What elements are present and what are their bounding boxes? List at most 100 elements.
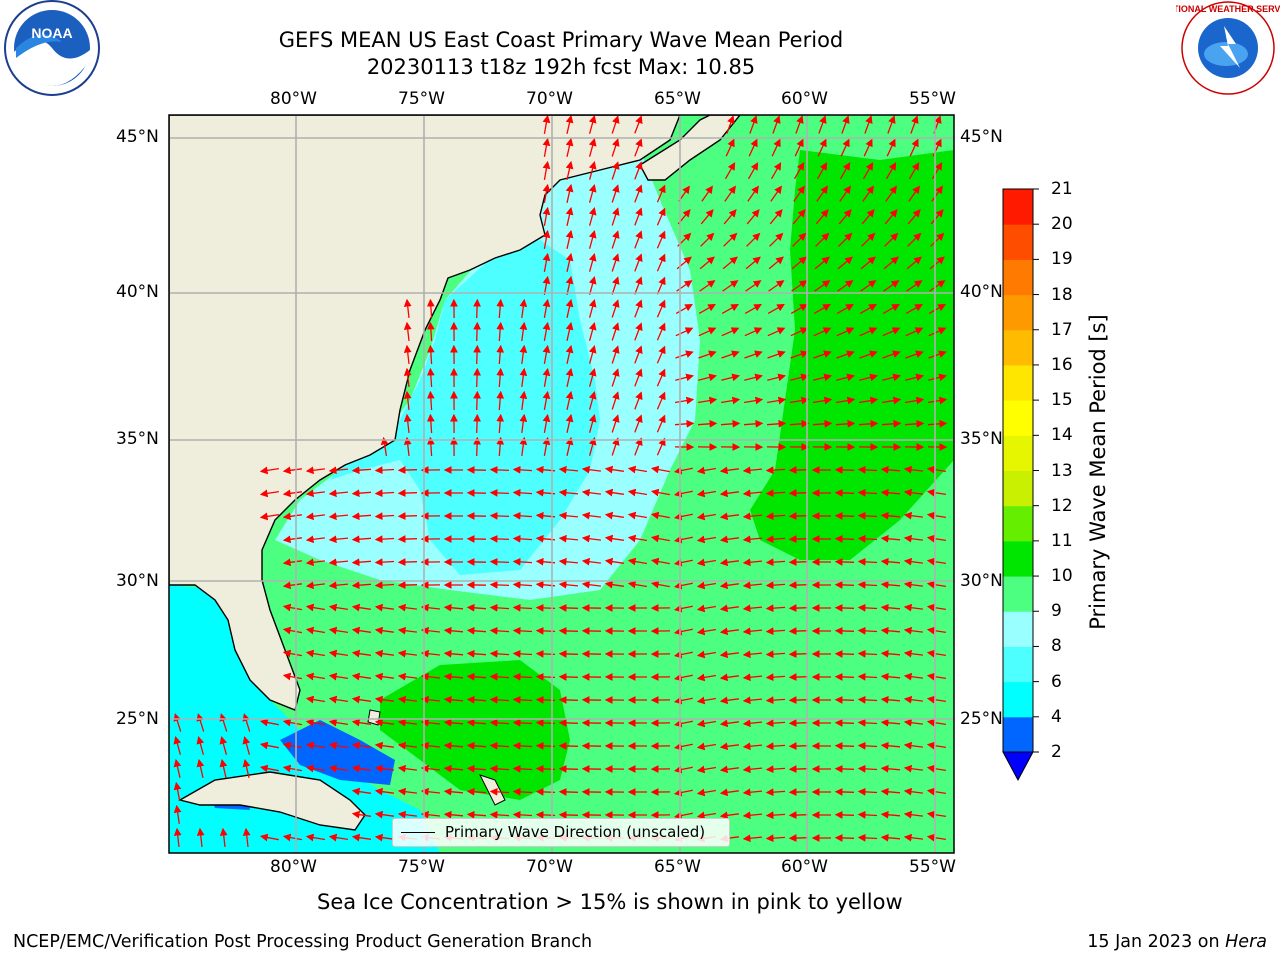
- lat-tick-left: 30°N: [116, 571, 159, 591]
- wave-direction-arrow: [519, 367, 528, 387]
- wave-direction-arrow: [305, 649, 326, 658]
- wave-direction-arrow: [588, 322, 597, 341]
- wave-direction-arrow: [656, 299, 666, 318]
- wave-direction-arrow: [857, 741, 878, 750]
- wave-direction-arrow: [721, 303, 739, 314]
- lon-tick-bottom: 55°W: [909, 857, 956, 877]
- wave-direction-arrow: [884, 209, 898, 225]
- wave-direction-arrow: [836, 350, 855, 359]
- wave-direction-arrow: [397, 512, 418, 520]
- wave-direction-arrow: [861, 232, 876, 247]
- wave-direction-arrow: [857, 626, 878, 635]
- wave-direction-arrow: [905, 350, 924, 359]
- wave-direction-arrow: [489, 465, 510, 474]
- wave-direction-arrow: [443, 603, 464, 612]
- wave-direction-arrow: [882, 350, 901, 359]
- wave-direction-arrow: [835, 419, 856, 428]
- lon-tick-top: 55°W: [909, 89, 956, 109]
- wave-direction-arrow: [611, 345, 620, 364]
- wave-direction-arrow: [512, 741, 533, 750]
- wave-direction-arrow: [374, 718, 394, 727]
- wave-direction-arrow: [719, 489, 739, 498]
- wave-direction-arrow: [813, 327, 832, 337]
- wave-direction-arrow: [542, 275, 551, 296]
- wave-direction-arrow: [196, 736, 205, 755]
- wave-direction-arrow: [374, 741, 394, 750]
- wave-direction-arrow: [604, 580, 624, 589]
- wave-direction-arrow: [859, 303, 877, 314]
- wave-direction-arrow: [927, 419, 948, 428]
- wave-direction-arrow: [443, 741, 464, 750]
- wave-direction-arrow: [880, 672, 901, 681]
- wave-direction-arrow: [328, 581, 349, 590]
- coastal-core-6-8s: [330, 240, 600, 575]
- wave-direction-arrow: [765, 673, 786, 682]
- wave-direction-arrow: [903, 764, 923, 773]
- wave-direction-arrow: [907, 209, 921, 225]
- wave-direction-arrow: [926, 810, 947, 819]
- wave-direction-arrow: [903, 833, 923, 842]
- wave-direction-arrow: [242, 736, 251, 755]
- colorbar-tick-label: 15: [1051, 390, 1073, 411]
- wave-direction-arrow: [720, 396, 741, 405]
- wave-direction-arrow: [887, 115, 896, 134]
- wave-direction-arrow: [770, 185, 782, 202]
- wave-direction-arrow: [558, 696, 579, 704]
- wave-direction-arrow: [489, 626, 510, 635]
- wave-direction-arrow: [790, 373, 809, 382]
- wave-direction-arrow: [282, 833, 303, 842]
- wave-direction-arrow: [426, 321, 435, 342]
- wave-direction-arrow: [565, 413, 574, 433]
- wave-direction-arrow: [558, 650, 579, 658]
- wave-direction-arrow: [926, 465, 947, 474]
- wave-direction-arrow: [722, 280, 739, 292]
- wave-direction-arrow: [650, 488, 670, 497]
- wave-direction-arrow: [696, 696, 717, 705]
- wave-direction-arrow: [565, 206, 574, 226]
- wave-direction-arrow: [558, 673, 579, 681]
- wave-direction-arrow: [282, 764, 303, 773]
- wave-direction-arrow: [196, 713, 205, 732]
- wave-direction-arrow: [836, 373, 855, 382]
- wave-direction-arrow: [581, 511, 601, 520]
- wave-direction-arrow: [426, 390, 435, 411]
- wave-direction-arrow: [443, 810, 464, 819]
- wave-direction-arrow: [558, 765, 579, 773]
- wave-direction-arrow: [588, 345, 597, 364]
- wave-direction-arrow: [698, 303, 716, 314]
- wave-direction-arrow: [397, 558, 418, 566]
- wave-direction-arrow: [742, 719, 763, 728]
- wave-direction-arrow: [768, 256, 784, 270]
- wave-direction-arrow: [588, 115, 597, 134]
- wave-direction-arrow: [397, 581, 418, 589]
- wave-direction-arrow: [723, 209, 737, 225]
- wave-direction-arrow: [542, 321, 551, 342]
- wave-direction-arrow: [565, 137, 574, 157]
- wave-direction-arrow: [789, 396, 810, 405]
- wave-direction-arrow: [858, 396, 879, 405]
- wave-direction-arrow: [496, 321, 505, 342]
- wave-direction-arrow: [173, 781, 182, 801]
- chart-title: GEFS MEAN US East Coast Primary Wave Mea…: [278, 28, 844, 52]
- wave-direction-arrow: [565, 229, 574, 249]
- wave-direction-arrow: [351, 626, 371, 635]
- lon-tick-bottom: 60°W: [781, 857, 828, 877]
- wave-direction-arrow: [903, 810, 923, 819]
- wave-direction-arrow: [351, 695, 371, 704]
- wave-direction-arrow: [926, 603, 947, 612]
- wave-direction-arrow: [489, 649, 510, 658]
- wave-direction-arrow: [857, 718, 878, 727]
- wave-direction-arrow: [815, 232, 830, 247]
- wave-direction-arrow: [834, 742, 855, 750]
- wave-direction-arrow: [397, 466, 418, 474]
- wave-direction-arrows: [173, 115, 948, 847]
- map-frame: [168, 114, 955, 854]
- wave-direction-arrow: [351, 764, 371, 773]
- wave-direction-arrow: [906, 256, 922, 270]
- wave-direction-arrow: [696, 673, 717, 682]
- wave-direction-arrow: [351, 535, 372, 544]
- wave-direction-arrow: [746, 232, 761, 247]
- wave-direction-arrow: [770, 162, 782, 180]
- wave-direction-arrow: [834, 719, 855, 727]
